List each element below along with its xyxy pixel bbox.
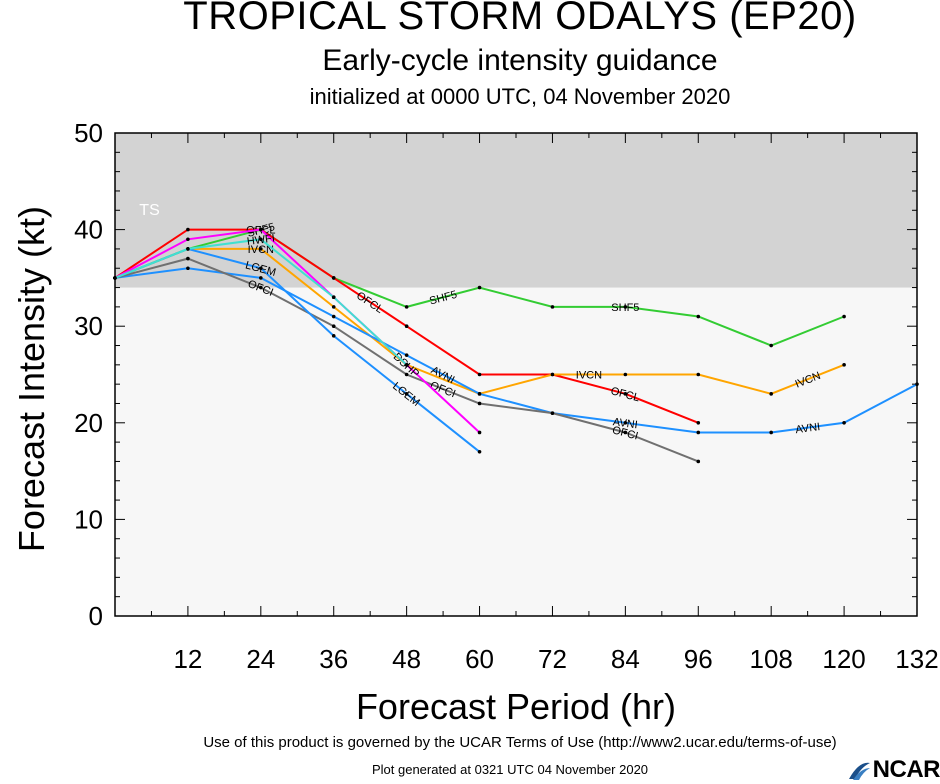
series-line-avni [114, 267, 918, 434]
series-point-shf5 [842, 314, 846, 319]
series-point-ivcn [331, 305, 336, 309]
x-tick-label: 108 [749, 644, 792, 674]
series-point-avni [623, 421, 628, 425]
plot-generated-text: Plot generated at 0321 UTC 04 November 2… [371, 762, 649, 777]
series-point-dshp [477, 430, 482, 435]
series-point-ofci [550, 411, 555, 415]
chart-init-time: initialized at 0000 UTC, 04 November 202… [309, 84, 731, 109]
series-point-lgem [404, 392, 409, 396]
series-point-ofci [623, 430, 628, 435]
chart-subtitle: Early-cycle intensity guidance [322, 44, 718, 77]
y-axis-label: Forecast Intensity (kt) [11, 205, 52, 553]
series-point-ivcn [769, 392, 773, 396]
series-point-shf5 [623, 305, 628, 309]
series-point-ofci [404, 372, 409, 377]
series-point-avni [259, 276, 263, 280]
series-point-shf5 [550, 305, 555, 309]
series-point-avni [186, 266, 190, 271]
x-tick-label: 60 [465, 644, 494, 674]
series-point-ofcl [623, 392, 628, 396]
ncar-logo: NCAR [847, 756, 940, 784]
series-point-ivcn [842, 363, 846, 367]
x-tick-label: 120 [822, 644, 865, 674]
series-point-lgem [331, 334, 336, 338]
series-label-hwfi: HWFI [246, 232, 275, 248]
series-point-avni [331, 314, 336, 319]
series-point-ofcl [696, 421, 701, 425]
x-tick-label: 36 [319, 644, 348, 674]
y-tick-label: 0 [89, 601, 103, 631]
ncar-wave-icon [848, 762, 870, 780]
series-label-shf5: SHF5 [611, 302, 639, 314]
series-point-shf5 [696, 314, 701, 319]
x-tick-label: 48 [392, 644, 421, 674]
series-point-ofci [186, 256, 190, 261]
series-point-lgem [259, 266, 263, 271]
series-point-ofci [477, 401, 482, 406]
series-point-shf5 [769, 343, 773, 348]
series-line-dshp [114, 228, 481, 434]
series-label-ivcn: IVCN [576, 370, 602, 382]
series-point-ofci [331, 324, 336, 329]
series-point-avni [696, 430, 701, 435]
plot-frame [114, 132, 918, 617]
series-point-shf5 [477, 285, 482, 290]
x-tick-label: 24 [246, 644, 275, 674]
y-tick-label: 40 [74, 215, 103, 245]
series-point-avni [404, 353, 409, 357]
series-point-hwfi [404, 363, 409, 367]
series-point-hwfi [186, 247, 190, 251]
band-label: TS [139, 202, 159, 219]
series-point-ivcn [259, 247, 263, 251]
series-point-ofcl [404, 324, 409, 329]
x-tick-label: 12 [173, 644, 202, 674]
x-tick-label: 84 [611, 644, 640, 674]
series-point-ofci [259, 285, 263, 290]
series-point-lgem [477, 449, 482, 454]
series-point-ofci [696, 459, 701, 464]
y-tick-label: 50 [74, 118, 103, 148]
series-point-avni [769, 430, 773, 435]
series-point-ofcl [186, 227, 190, 232]
series-point-ivcn [696, 372, 701, 377]
x-tick-label: 72 [538, 644, 567, 674]
series-point-dshp [259, 227, 263, 232]
series-point-ofcl [477, 372, 482, 377]
plot-background [115, 287, 917, 616]
series-point-avni [842, 421, 846, 425]
y-tick-label: 10 [74, 504, 103, 534]
series-label-ivcn: IVCN [248, 244, 274, 256]
series-point-hwfi [331, 295, 336, 300]
y-tick-label: 20 [74, 408, 103, 438]
x-axis-label: Forecast Period (hr) [355, 686, 677, 727]
x-tick-label: 96 [684, 644, 713, 674]
series-point-ivcn [550, 372, 555, 377]
series-label-avni: AVNI [612, 416, 638, 431]
series-point-ivcn [623, 372, 628, 377]
series-point-shf5 [404, 305, 409, 309]
x-tick-label: 132 [895, 644, 938, 674]
terms-of-use-text: Use of this product is governed by the U… [203, 734, 837, 751]
ncar-logo-text: NCAR [872, 756, 940, 783]
series-point-dshp [186, 237, 190, 242]
chart-title: TROPICAL STORM ODALYS (EP20) [183, 0, 857, 38]
series-point-ofcl [331, 276, 336, 280]
series-label-avni: AVNI [795, 421, 821, 436]
series-point-avni [477, 392, 482, 396]
y-tick-label: 30 [74, 311, 103, 341]
tropical-storm-band [115, 133, 917, 288]
series-point-hwfi [259, 237, 263, 242]
